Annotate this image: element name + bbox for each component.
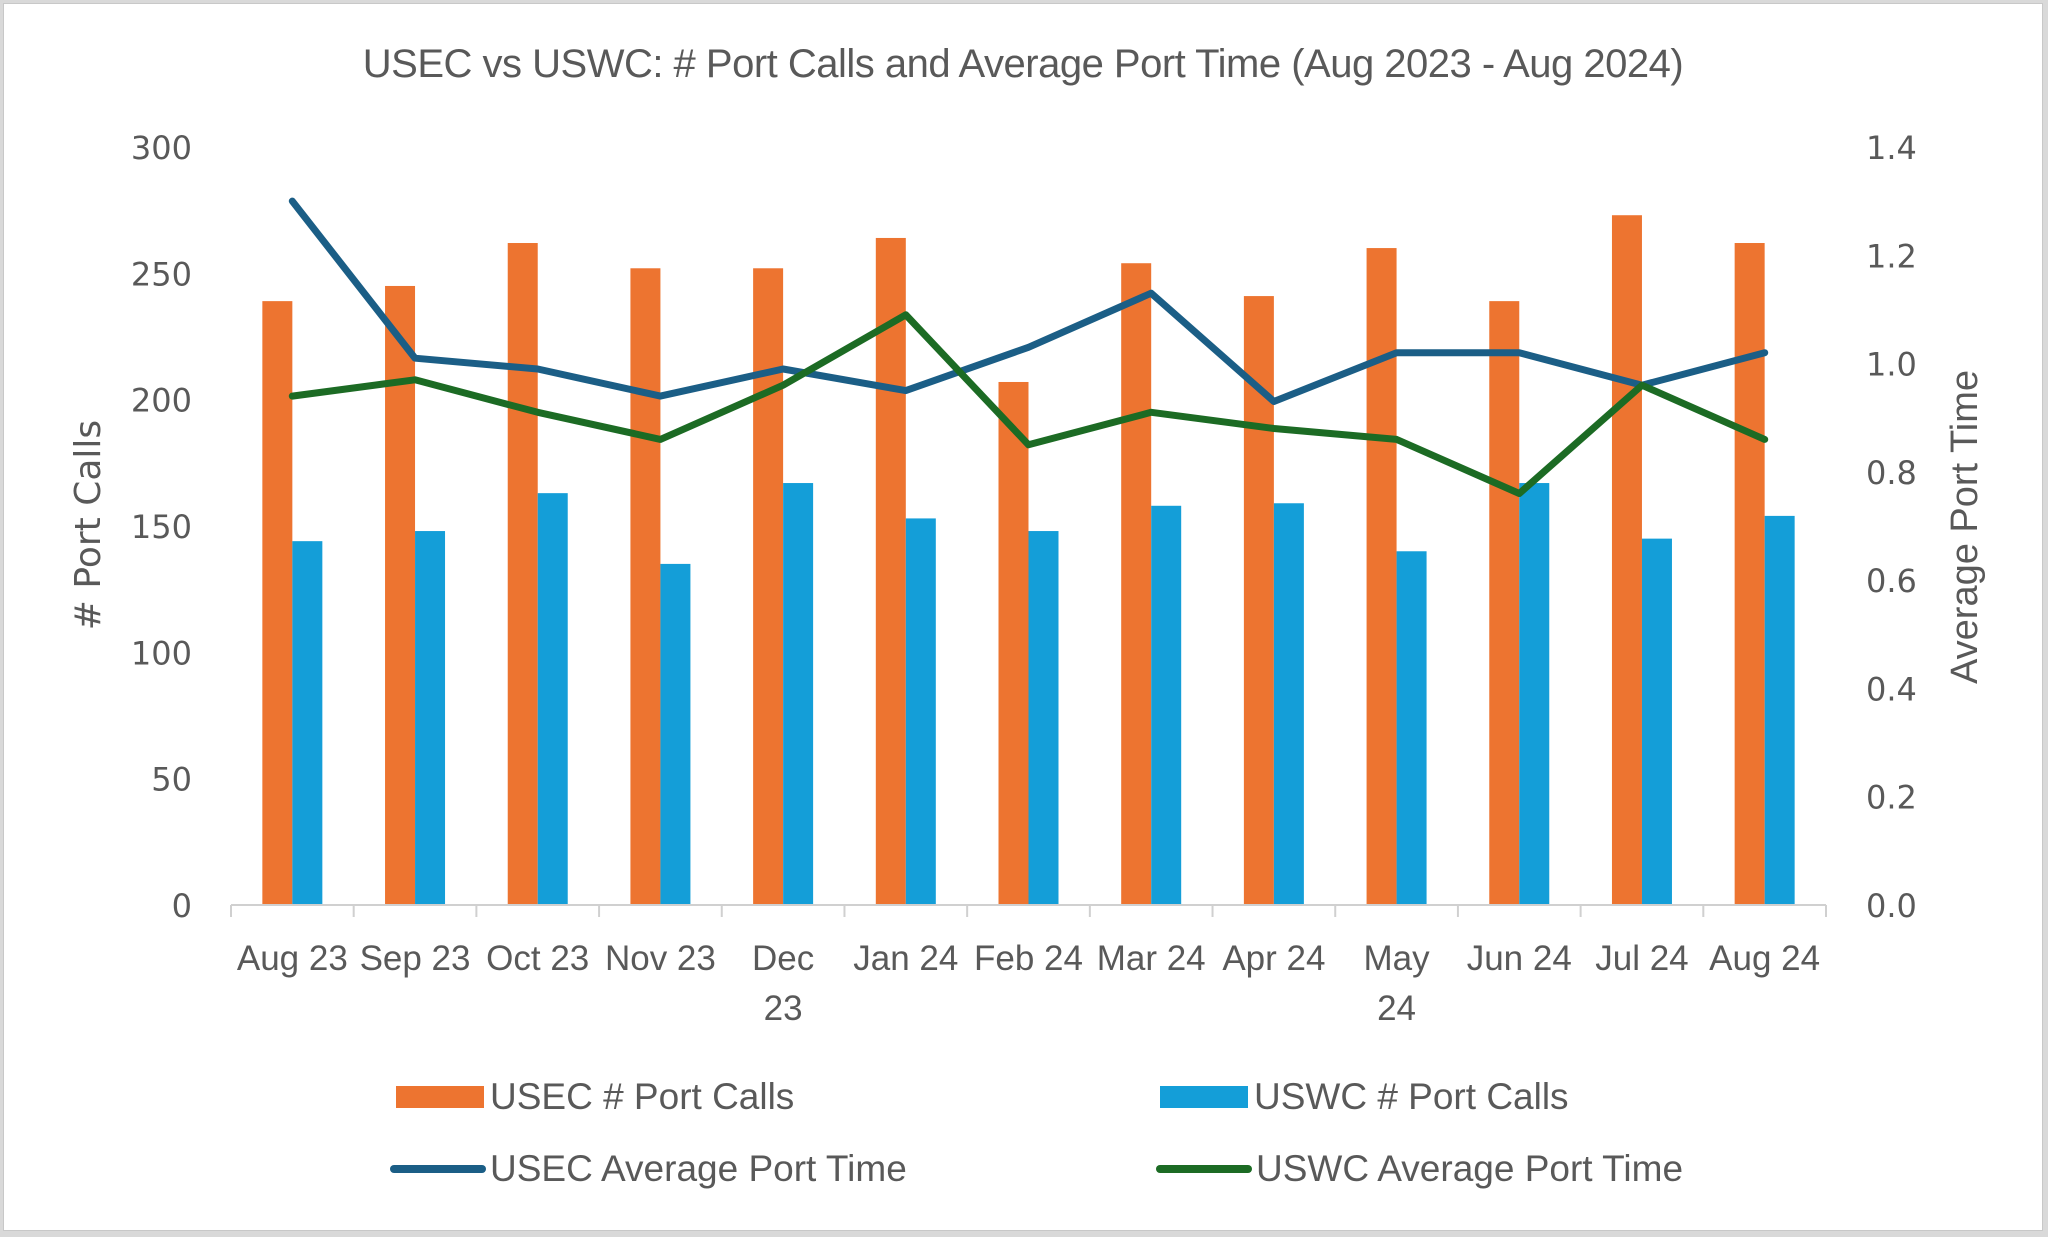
y2-axis-tick-label: 0.2 — [1866, 779, 1917, 817]
bar-usec-port-calls[interactable] — [630, 268, 661, 905]
x-axis-category-label: Aug 24 — [1709, 939, 1820, 978]
y-axis-tick-label: 50 — [151, 761, 192, 799]
bar-uswc-port-calls[interactable] — [905, 518, 936, 905]
bar-usec-port-calls[interactable] — [262, 301, 293, 905]
y2-axis-tick-label: 0.4 — [1866, 670, 1917, 708]
legend-item-uswc-port-calls[interactable]: USWC # Port Calls — [1160, 1076, 1569, 1118]
y2-axis-title: Average Port Time — [1944, 370, 1986, 684]
bar-usec-port-calls[interactable] — [1734, 243, 1765, 906]
x-axis-category-label: Sep 23 — [360, 939, 471, 978]
y-axis-tick-label: 150 — [131, 508, 192, 546]
legend-swatch-uswc-line — [1156, 1165, 1252, 1173]
legend-item-uswc-avg-port-time[interactable]: USWC Average Port Time — [1156, 1148, 1683, 1190]
y2-axis-tick-label: 1.4 — [1866, 129, 1917, 167]
legend-label: USWC # Port Calls — [1254, 1076, 1569, 1117]
line-uswc-average-port-time[interactable] — [288, 311, 1769, 497]
x-axis-category-label: 23 — [764, 989, 803, 1028]
x-axis-category-label: May — [1364, 939, 1431, 978]
legend-label: USWC Average Port Time — [1256, 1148, 1684, 1189]
x-axis-category-label: Dec — [752, 939, 814, 978]
bar-uswc-port-calls[interactable] — [537, 493, 568, 905]
x-axis-category-label: Apr 24 — [1222, 939, 1325, 978]
bar-uswc-port-calls[interactable] — [1641, 538, 1672, 905]
bar-usec-port-calls[interactable] — [1611, 215, 1642, 906]
x-axis-category-label: Jun 24 — [1467, 939, 1572, 978]
y2-axis-tick-label: 0.8 — [1866, 454, 1917, 492]
bar-usec-port-calls[interactable] — [875, 237, 906, 905]
y-axis-title: # Port Calls — [68, 420, 109, 630]
bar-uswc-port-calls[interactable] — [1151, 505, 1182, 905]
x-axis-category-label: 24 — [1377, 989, 1416, 1028]
y-axis-tick-label: 100 — [131, 634, 192, 672]
legend-swatch-uswc-bar — [1160, 1086, 1248, 1108]
x-axis-category-label: Jul 24 — [1595, 939, 1688, 978]
bar-uswc-port-calls[interactable] — [1764, 515, 1795, 905]
legend-swatch-usec-bar — [396, 1086, 484, 1108]
bar-usec-port-calls[interactable] — [507, 243, 538, 906]
x-axis-category-label: Feb 24 — [974, 939, 1083, 978]
bar-usec-port-calls[interactable] — [998, 381, 1029, 906]
bar-uswc-port-calls[interactable] — [1396, 551, 1427, 905]
y-axis-tick-label: 200 — [131, 382, 192, 420]
legend-label: USEC # Port Calls — [490, 1076, 795, 1117]
y-axis-tick-label: 0 — [172, 887, 192, 925]
bar-usec-port-calls[interactable] — [753, 268, 784, 905]
legend-item-usec-avg-port-time[interactable]: USEC Average Port Time — [390, 1148, 907, 1190]
y2-axis-tick-label: 1.2 — [1866, 237, 1917, 275]
bar-uswc-port-calls[interactable] — [783, 483, 814, 905]
x-axis-category-label: Oct 23 — [486, 939, 589, 978]
x-axis-category-label: Nov 23 — [605, 939, 716, 978]
y-axis-tick-label: 250 — [131, 255, 192, 293]
legend-item-usec-port-calls[interactable]: USEC # Port Calls — [396, 1076, 794, 1118]
y2-axis-tick-label: 1.0 — [1866, 346, 1917, 384]
line-usec-average-port-time[interactable] — [288, 197, 1769, 405]
legend-label: USEC Average Port Time — [490, 1148, 907, 1189]
chart-title: USEC vs USWC: # Port Calls and Average P… — [362, 42, 1684, 86]
y2-axis-tick-label: 0.0 — [1866, 887, 1917, 925]
x-axis-category-label: Aug 23 — [237, 939, 348, 978]
x-axis-category-label: Mar 24 — [1097, 939, 1206, 978]
bar-uswc-port-calls[interactable] — [415, 531, 446, 905]
legend-swatch-usec-line — [390, 1165, 486, 1173]
bar-uswc-port-calls[interactable] — [1028, 531, 1059, 905]
bar-uswc-port-calls[interactable] — [1273, 503, 1304, 905]
y2-axis-tick-label: 0.6 — [1866, 562, 1917, 600]
bar-uswc-port-calls[interactable] — [660, 563, 691, 905]
bar-usec-port-calls[interactable] — [1489, 301, 1520, 905]
bar-usec-port-calls[interactable] — [1366, 248, 1397, 906]
bar-uswc-port-calls[interactable] — [292, 541, 323, 905]
y-axis-tick-label: 300 — [131, 129, 192, 167]
bar-usec-port-calls[interactable] — [1121, 263, 1152, 905]
x-axis-category-label: Jan 24 — [853, 939, 958, 978]
bar-uswc-port-calls[interactable] — [1519, 483, 1550, 905]
bar-usec-port-calls[interactable] — [385, 285, 416, 905]
